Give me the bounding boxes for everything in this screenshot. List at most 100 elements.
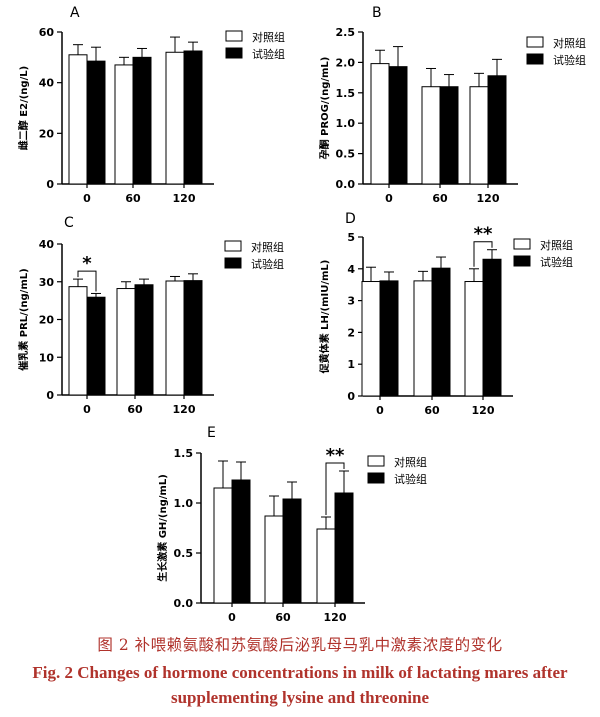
y-tick-label: 30: [39, 276, 55, 289]
legend-swatch: [367, 455, 385, 467]
significance-label: **: [474, 224, 493, 245]
bar: [413, 280, 433, 397]
y-tick-label: 20: [39, 127, 55, 140]
x-tick-label: 120: [324, 611, 347, 624]
bar: [379, 280, 399, 397]
x-tick-label: 120: [173, 403, 196, 416]
y-tick-label: 1.0: [174, 497, 194, 510]
legend-label: 对照组: [540, 238, 573, 252]
y-axis-label: 孕酮 PROG/(ng/mL): [319, 57, 331, 160]
significance-bracket: [77, 270, 97, 292]
y-tick-label: 2.5: [336, 26, 356, 39]
legend-label: 试验组: [251, 257, 284, 271]
y-tick-label: 0.5: [336, 148, 356, 161]
y-tick-label: 1.0: [336, 117, 356, 130]
panel-label: C: [64, 215, 74, 231]
y-axis-label: 雌二醇 E2/(ng/L): [17, 66, 30, 150]
bar: [183, 280, 203, 396]
bar: [439, 86, 459, 185]
panel-label: A: [70, 5, 80, 21]
legend-label: 对照组: [553, 36, 586, 50]
x-tick-label: 0: [83, 403, 91, 416]
legend-label: 试验组: [540, 255, 573, 269]
y-tick-label: 40: [39, 238, 55, 251]
bar: [183, 50, 203, 185]
y-tick-label: 0.5: [174, 547, 194, 560]
significance-label: **: [326, 445, 345, 466]
legend-label: 对照组: [394, 455, 427, 469]
y-tick-label: 3: [347, 295, 355, 308]
bar: [68, 286, 88, 396]
bar: [361, 281, 381, 397]
legend-label: 对照组: [252, 30, 285, 44]
bar: [86, 60, 106, 185]
x-tick-label: 60: [432, 192, 448, 205]
bar: [116, 288, 136, 396]
y-tick-label: 2.0: [336, 56, 356, 69]
bar: [431, 267, 451, 397]
x-tick-label: 60: [424, 404, 440, 417]
y-tick-label: 0.0: [174, 597, 194, 610]
x-tick-label: 60: [125, 192, 141, 205]
bar: [86, 296, 106, 396]
bar: [213, 487, 233, 604]
legend-label: 试验组: [252, 47, 285, 61]
bar: [114, 64, 134, 185]
panel-label: B: [372, 5, 382, 21]
bar: [165, 280, 185, 396]
y-tick-label: 0: [46, 389, 54, 402]
y-tick-label: 0.0: [336, 178, 356, 191]
bar: [464, 281, 484, 397]
y-tick-label: 10: [39, 351, 55, 364]
y-tick-label: 0: [347, 390, 355, 403]
bar: [334, 492, 354, 604]
x-tick-label: 120: [472, 404, 495, 417]
legend-swatch: [513, 255, 531, 267]
legend-label: 对照组: [251, 240, 284, 254]
significance-bracket: [325, 462, 345, 515]
bar: [231, 479, 251, 604]
bar: [469, 86, 489, 185]
y-tick-label: 40: [39, 77, 55, 90]
legend-label: 试验组: [553, 53, 586, 67]
legend-swatch: [225, 47, 243, 59]
legend-swatch: [526, 53, 544, 65]
y-tick-label: 20: [39, 314, 55, 327]
x-tick-label: 60: [275, 611, 291, 624]
y-axis-label: 促黄体素 LH/(mIU/mL): [318, 260, 331, 375]
y-tick-label: 5: [347, 231, 355, 244]
y-tick-label: 1: [347, 358, 355, 371]
legend-swatch: [526, 36, 544, 48]
significance-bracket: [473, 241, 493, 267]
x-tick-label: 60: [127, 403, 143, 416]
legend-label: 试验组: [394, 472, 427, 486]
bar: [388, 66, 408, 185]
legend-swatch: [224, 240, 242, 252]
y-axis-label: 催乳素 PRL/(ng/mL): [17, 268, 30, 370]
y-tick-label: 1.5: [336, 87, 356, 100]
x-tick-label: 0: [228, 611, 236, 624]
chart-panel-e: E 0.0 0.5 1.0 1.5 生长激素 GH/(ng/mL) 0 60 120 ** 对照组试…: [156, 425, 427, 624]
bar: [316, 528, 336, 604]
bar: [421, 86, 441, 185]
y-tick-label: 2: [347, 326, 355, 339]
panel-label: D: [345, 211, 356, 227]
bar: [282, 498, 302, 604]
panel-label: E: [207, 425, 216, 441]
y-tick-label: 60: [39, 26, 55, 39]
caption-english: Fig. 2 Changes of hormone concentrations…: [32, 663, 568, 707]
x-tick-label: 0: [376, 404, 384, 417]
legend-swatch: [224, 257, 242, 269]
y-tick-label: 4: [347, 263, 355, 276]
x-tick-label: 0: [385, 192, 393, 205]
bar: [482, 258, 502, 397]
bar: [132, 56, 152, 185]
caption-chinese: 图 2 补喂赖氨酸和苏氨酸后泌乳母马乳中激素浓度的变化: [97, 636, 503, 654]
x-tick-label: 120: [477, 192, 500, 205]
legend-swatch: [367, 472, 385, 484]
bar: [370, 63, 390, 185]
